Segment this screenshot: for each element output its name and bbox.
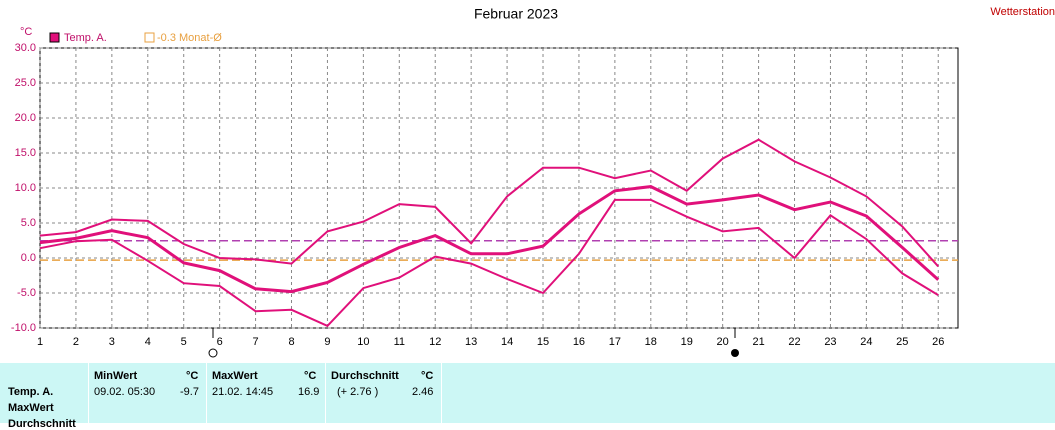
x-tick-label: 5 bbox=[181, 336, 187, 348]
x-tick-label: 24 bbox=[860, 336, 872, 348]
x-tick-label: 7 bbox=[253, 336, 259, 348]
time: 21.02. 14:45 bbox=[212, 386, 274, 398]
row-label: Temp. A. bbox=[8, 386, 54, 398]
source: Wetterstation bbox=[990, 6, 1055, 18]
x-tick-label: 25 bbox=[896, 336, 908, 348]
y-tick-label: -5.0 bbox=[17, 287, 36, 299]
unit: °C bbox=[304, 370, 317, 382]
legend-swatch bbox=[144, 32, 155, 43]
x-tick-label: 6 bbox=[217, 336, 223, 348]
unit: °C bbox=[186, 370, 199, 382]
x-tick-label: 22 bbox=[788, 336, 800, 348]
row-label: Durchschnitt bbox=[8, 418, 76, 430]
y-axis-label: °C bbox=[20, 26, 32, 38]
series-line bbox=[39, 185, 940, 294]
separator bbox=[88, 363, 89, 423]
x-tick-label: 12 bbox=[429, 336, 441, 348]
legend-swatch bbox=[49, 32, 60, 43]
y-tick-label: 0.0 bbox=[21, 252, 36, 264]
row-label: MaxWert bbox=[8, 402, 54, 414]
y-tick-label: 25.0 bbox=[15, 77, 36, 89]
y-tick-label: 30.0 bbox=[15, 42, 36, 54]
x-tick-label: 10 bbox=[357, 336, 369, 348]
series-line bbox=[39, 138, 939, 268]
x-tick-label: 3 bbox=[109, 336, 115, 348]
y-tick-label: -10.0 bbox=[11, 322, 36, 334]
x-tick-label: 23 bbox=[824, 336, 836, 348]
diff: (+ 2.76 ) bbox=[337, 386, 379, 398]
y-tick-label: 5.0 bbox=[21, 217, 36, 229]
x-tick-label: 2 bbox=[73, 336, 79, 348]
summary-table: Temp. A. MaxWert Durchschnitt MinWert °C… bbox=[0, 363, 1055, 430]
value: 16.9 bbox=[298, 386, 320, 398]
header: Durchschnitt bbox=[331, 370, 399, 382]
chart: Februar 2023 Wetterstation °C -10.0 -5.0 0… bbox=[11, 6, 1055, 358]
separator bbox=[325, 363, 326, 423]
x-tick-label: 19 bbox=[681, 336, 693, 348]
x-tick-label: 4 bbox=[145, 336, 151, 348]
value: 2.46 bbox=[412, 386, 434, 398]
x-tick-label: 8 bbox=[288, 336, 294, 348]
x-tick-label: 9 bbox=[324, 336, 330, 348]
y-tick-label: 10.0 bbox=[15, 182, 36, 194]
unit: °C bbox=[421, 370, 434, 382]
x-tick-label: 16 bbox=[573, 336, 585, 348]
x-tick-label: 18 bbox=[645, 336, 657, 348]
x-tick-label: 17 bbox=[609, 336, 621, 348]
series-line bbox=[39, 198, 939, 328]
x-tick-label: 20 bbox=[717, 336, 729, 348]
x-tick-label: 26 bbox=[932, 336, 944, 348]
chart-title: Februar 2023 bbox=[474, 6, 558, 22]
separator bbox=[441, 363, 442, 423]
moon-icon bbox=[208, 348, 218, 358]
x-tick-label: 1 bbox=[37, 336, 43, 348]
x-tick-label: 11 bbox=[394, 336, 405, 348]
legend-label: -0.3 Monat-Ø bbox=[157, 32, 222, 44]
header: MinWert bbox=[94, 370, 138, 382]
x-tick-label: 15 bbox=[537, 336, 549, 348]
x-tick-label: 13 bbox=[465, 336, 477, 348]
x-tick-label: 14 bbox=[501, 336, 513, 348]
legend-label: Temp. A. bbox=[64, 32, 107, 44]
value: -9.7 bbox=[180, 386, 199, 398]
separator bbox=[206, 363, 207, 423]
time: 09.02. 05:30 bbox=[94, 386, 156, 398]
y-tick-label: 15.0 bbox=[15, 147, 36, 159]
moon-icon bbox=[731, 349, 739, 357]
x-tick-label: 21 bbox=[752, 336, 764, 348]
header: MaxWert bbox=[212, 370, 258, 382]
y-tick-label: 20.0 bbox=[15, 112, 36, 124]
